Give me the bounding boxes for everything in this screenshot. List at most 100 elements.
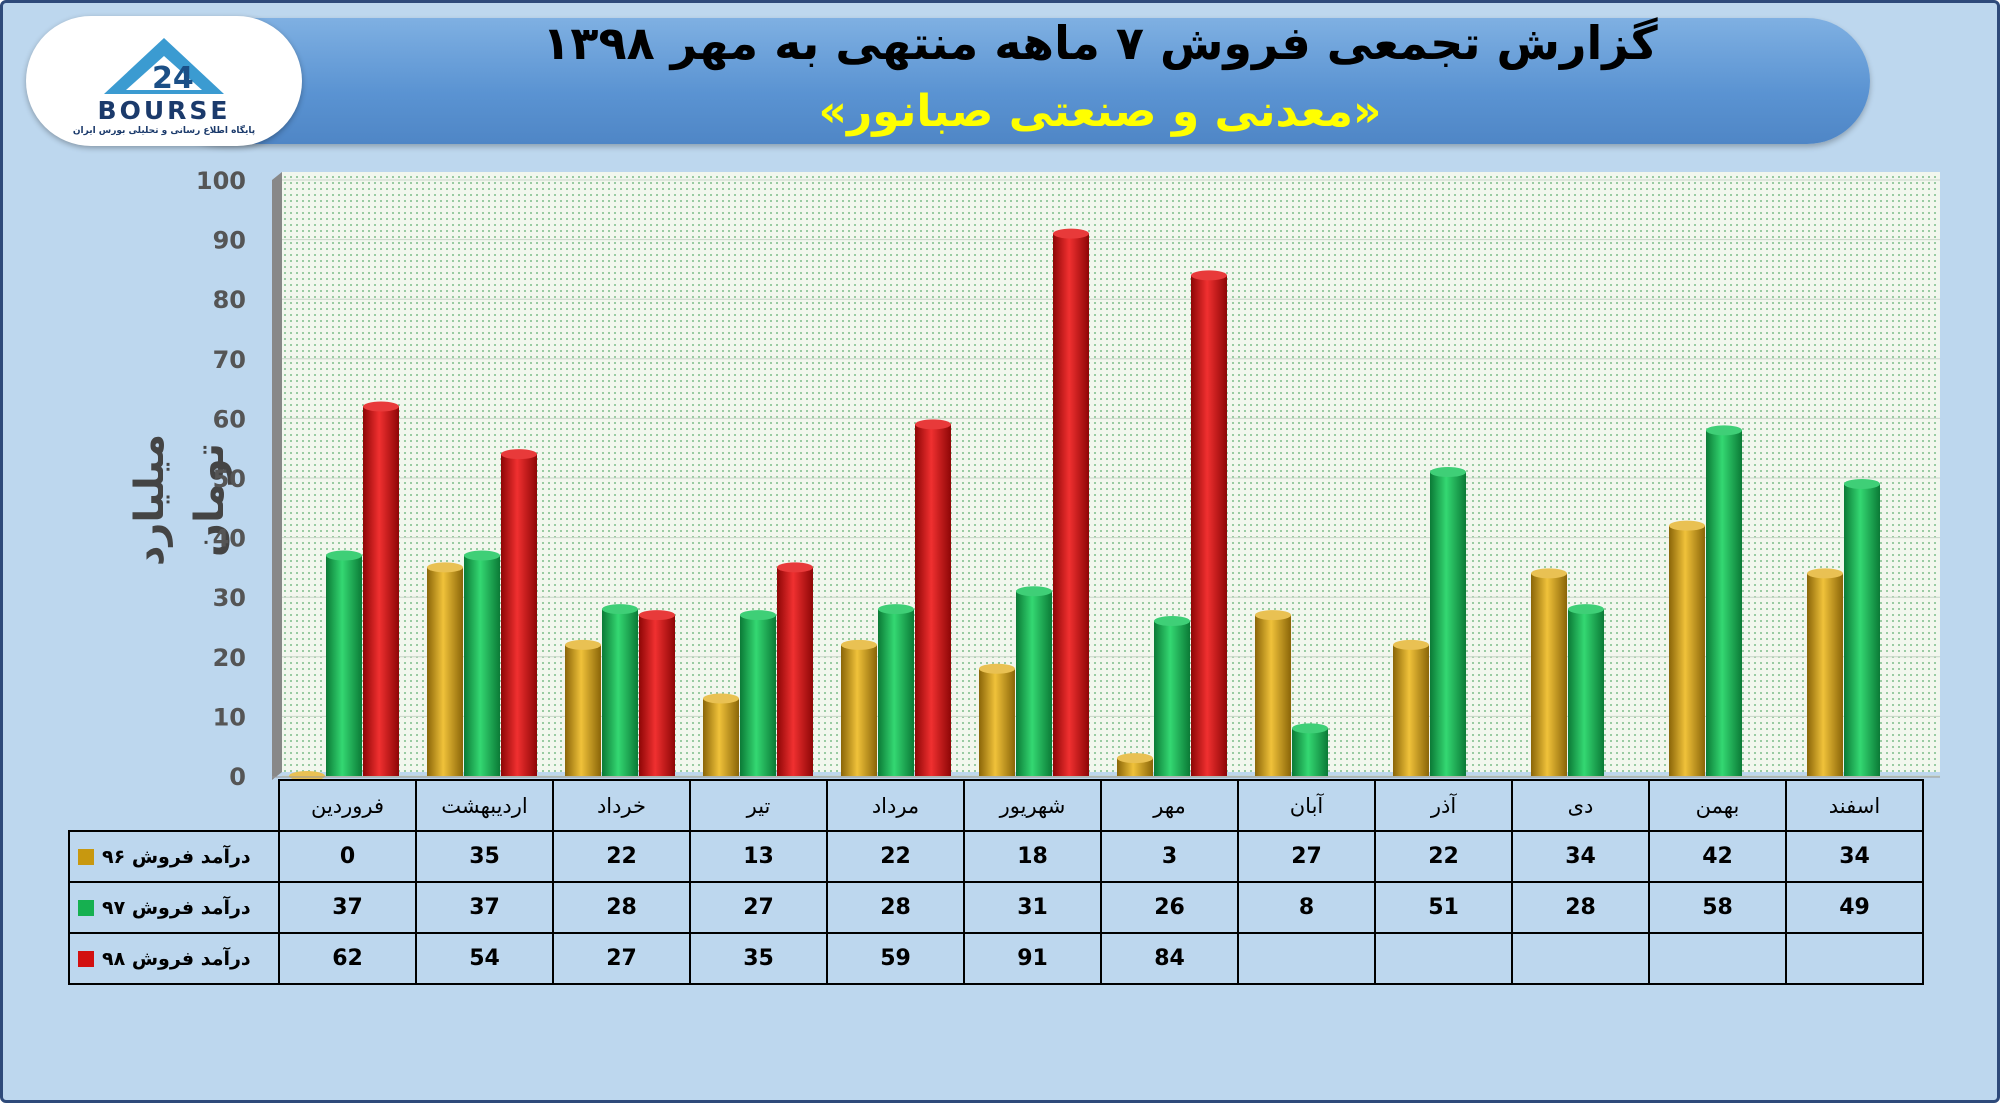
bar	[565, 639, 601, 776]
table-cell: 58	[1648, 881, 1787, 934]
bar-cap	[1117, 753, 1153, 764]
legend-key-96	[78, 849, 94, 865]
table-category: تیر	[689, 779, 828, 832]
table-cell: 0	[278, 830, 417, 883]
bar	[289, 771, 325, 781]
table-category: مهر	[1100, 779, 1239, 832]
bar	[878, 604, 914, 776]
table-cell: 49	[1785, 881, 1924, 934]
bar-body	[1154, 621, 1190, 776]
table-cell: 37	[278, 881, 417, 934]
table-cell: 27	[552, 932, 691, 985]
bar-body	[1117, 758, 1153, 776]
bar-cap	[841, 639, 877, 650]
legend-key-97	[78, 900, 94, 916]
table-cell: 91	[963, 932, 1102, 985]
bar	[1154, 616, 1190, 776]
bar-body	[602, 609, 638, 776]
bar-body	[464, 555, 500, 776]
bar	[1393, 639, 1429, 776]
table-cell	[1785, 932, 1924, 985]
bar-cap	[1531, 568, 1567, 579]
bar-cap	[639, 610, 675, 621]
table-category: بهمن	[1648, 779, 1787, 832]
bar	[1292, 723, 1328, 776]
table-cell: 27	[689, 881, 828, 934]
bar-body	[1393, 644, 1429, 776]
table-row: درآمد فروش ۹۸ 62 54 27 35 59 91 84	[68, 932, 1924, 985]
bar-body	[501, 454, 537, 776]
y-tick-label: 80	[213, 286, 246, 314]
bar	[1669, 520, 1705, 776]
plot-area	[282, 172, 1940, 772]
bar-body	[777, 567, 813, 776]
bar	[1430, 467, 1466, 776]
bar	[363, 401, 399, 776]
table-category: دی	[1511, 779, 1650, 832]
bar-body	[1430, 472, 1466, 776]
bar	[1844, 478, 1880, 776]
bar-cap	[1844, 478, 1880, 489]
y-tick-label: 10	[213, 703, 246, 731]
bar	[1016, 586, 1052, 776]
bar-cap	[1154, 616, 1190, 627]
table-cell: 35	[689, 932, 828, 985]
bar-cap	[1191, 270, 1227, 281]
table-cell: 13	[689, 830, 828, 883]
y-tick-label: 30	[213, 584, 246, 612]
table-category: آذر	[1374, 779, 1513, 832]
bar-cap	[363, 401, 399, 412]
table-cell: 22	[552, 830, 691, 883]
bar-body	[703, 698, 739, 776]
bar	[427, 562, 463, 776]
bar-body	[639, 615, 675, 776]
chart-title: گزارش تجمعی فروش ۷ ماهه منتهی به مهر ۱۳۹…	[542, 16, 1658, 70]
bar-cap	[979, 663, 1015, 674]
bar-body	[565, 644, 601, 776]
table-cell: 8	[1237, 881, 1376, 934]
bar-body	[841, 644, 877, 776]
table-cell: 34	[1511, 830, 1650, 883]
bar-cap	[565, 639, 601, 650]
table-header-row: فروردین اردیبهشت خرداد تیر مرداد شهریور …	[69, 779, 1924, 832]
bar	[1531, 568, 1567, 776]
bar-cap	[1807, 568, 1843, 579]
bar	[602, 604, 638, 776]
legend-key-98	[78, 951, 94, 967]
bar-cap	[289, 771, 325, 781]
bar	[1117, 753, 1153, 776]
bar-body	[1844, 483, 1880, 776]
table-cell: 35	[415, 830, 554, 883]
y-tick-label: 70	[213, 346, 246, 374]
bar-cap	[464, 550, 500, 561]
bar-body	[1016, 591, 1052, 776]
y-tick-label: 20	[213, 644, 246, 672]
bar-cap	[1255, 610, 1291, 621]
legend-entry-96: درآمد فروش ۹۶	[68, 830, 280, 883]
y-tick-label: 90	[213, 227, 246, 255]
table-cell: 28	[826, 881, 965, 934]
plot-wall-side	[272, 172, 282, 780]
y-tick-label: 40	[213, 525, 246, 553]
bar-body	[979, 668, 1015, 776]
table-cell: 59	[826, 932, 965, 985]
bar-cap	[501, 449, 537, 460]
bar-body	[1292, 728, 1328, 776]
bar-cap	[878, 604, 914, 615]
bar-body	[915, 424, 951, 776]
bar-body	[740, 615, 776, 776]
table-cell	[1237, 932, 1376, 985]
bar-cap	[703, 693, 739, 704]
title-banner	[160, 18, 1870, 144]
legend-entry-98: درآمد فروش ۹۸	[68, 932, 280, 985]
table-category: آبان	[1237, 779, 1376, 832]
svg-text:24: 24	[152, 61, 194, 96]
table-cell	[1648, 932, 1787, 985]
table-cell: 31	[963, 881, 1102, 934]
table-cell: 28	[552, 881, 691, 934]
bar-body	[1255, 615, 1291, 776]
bar-cap	[1393, 639, 1429, 650]
bar-cap	[1568, 604, 1604, 615]
y-tick-label: 50	[213, 465, 246, 493]
